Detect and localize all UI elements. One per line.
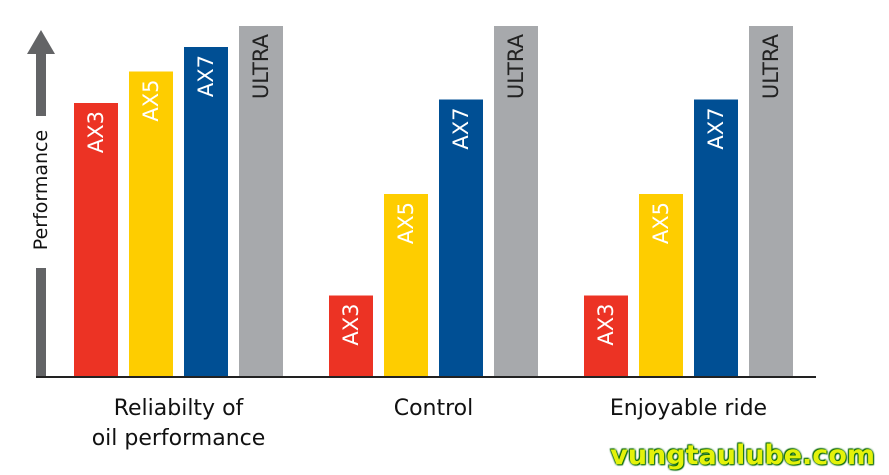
bar-label-ultra: ULTRA: [249, 33, 273, 99]
watermark: vungtaulube.com: [610, 440, 875, 471]
category-label: Reliabilty of: [114, 396, 245, 421]
y-axis-shaft-upper: [36, 52, 46, 116]
bar-ax5-group-2: [384, 194, 428, 376]
y-axis-shaft-lower: [36, 268, 46, 378]
category-label: Enjoyable ride: [610, 396, 767, 421]
bar-ax5-group-1: [129, 71, 173, 376]
y-axis-label: Performance: [30, 130, 52, 250]
bar-label-ultra: ULTRA: [504, 33, 528, 99]
bar-ax7-group-1: [184, 47, 228, 376]
x-axis-line: [36, 376, 816, 378]
bar-ax3-group-3: [584, 295, 628, 376]
bar-ultra-group-3: [749, 26, 793, 376]
bar-ax7-group-3: [694, 99, 738, 376]
bar-ax5-group-3: [639, 194, 683, 376]
bar-label-ax7: AX7: [194, 55, 218, 97]
bar-ultra-group-1: [239, 26, 283, 376]
bar-label-ax7: AX7: [449, 108, 473, 150]
bar-label-ax7: AX7: [704, 108, 728, 150]
bar-label-ax5: AX5: [649, 202, 673, 244]
bar-label-ax5: AX5: [394, 202, 418, 244]
bar-label-ax5: AX5: [139, 80, 163, 122]
bar-label-ax3: AX3: [84, 111, 108, 153]
bar-ultra-group-2: [494, 26, 538, 376]
bar-label-ax3: AX3: [339, 304, 363, 346]
bar-ax3-group-1: [74, 103, 118, 376]
category-label: oil performance: [92, 426, 266, 451]
bar-label-ultra: ULTRA: [759, 33, 783, 99]
bar-ax7-group-2: [439, 99, 483, 376]
bar-label-ax3: AX3: [594, 304, 618, 346]
y-axis-arrowhead: [27, 30, 55, 54]
category-label: Control: [394, 396, 474, 421]
bar-ax3-group-2: [329, 295, 373, 376]
